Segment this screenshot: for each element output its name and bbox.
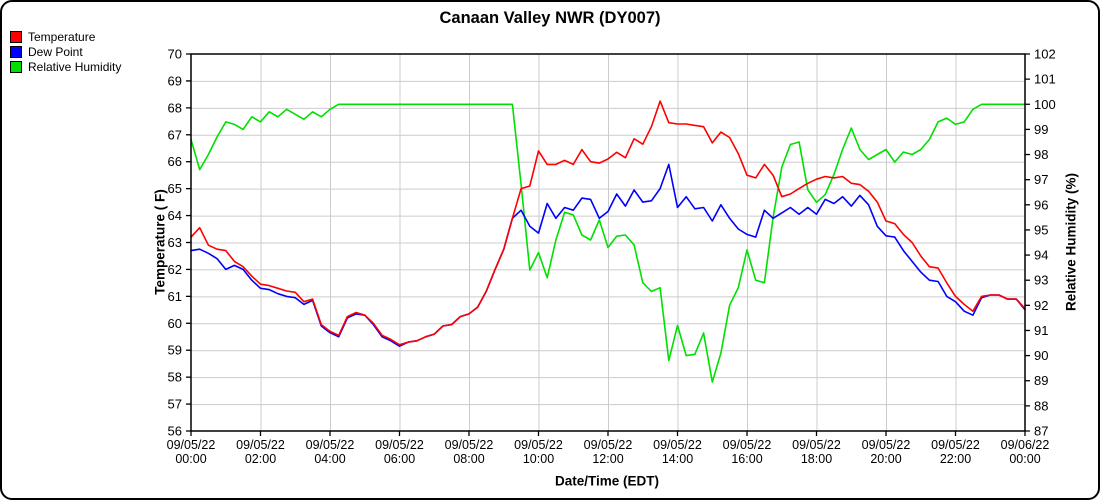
svg-text:95: 95 [1034, 222, 1048, 237]
svg-text:98: 98 [1034, 147, 1048, 162]
svg-text:63: 63 [168, 235, 182, 250]
svg-text:91: 91 [1034, 323, 1048, 338]
svg-text:89: 89 [1034, 373, 1048, 388]
svg-text:56: 56 [168, 424, 182, 439]
svg-text:00:00: 00:00 [1009, 452, 1040, 466]
svg-text:97: 97 [1034, 172, 1048, 187]
svg-text:04:00: 04:00 [314, 452, 345, 466]
svg-text:14:00: 14:00 [662, 452, 693, 466]
svg-text:61: 61 [168, 289, 182, 304]
svg-text:57: 57 [168, 397, 182, 412]
svg-text:100: 100 [1034, 97, 1056, 112]
svg-text:09/05/22: 09/05/22 [445, 438, 494, 452]
relative-humidity-swatch-icon [10, 60, 22, 73]
svg-text:94: 94 [1034, 248, 1048, 263]
svg-text:09/05/22: 09/05/22 [584, 438, 633, 452]
chart-title: Canaan Valley NWR (DY007) [439, 9, 661, 27]
svg-text:00:00: 00:00 [175, 452, 206, 466]
x-axis-title: Date/Time (EDT) [554, 473, 660, 489]
legend-item-temperature: Temperature [10, 29, 121, 44]
svg-text:87: 87 [1034, 424, 1048, 439]
svg-text:92: 92 [1034, 298, 1048, 313]
svg-text:64: 64 [168, 208, 182, 223]
svg-text:08:00: 08:00 [453, 452, 484, 466]
svg-text:90: 90 [1034, 348, 1048, 363]
svg-text:09/05/22: 09/05/22 [514, 438, 563, 452]
svg-text:09/05/22: 09/05/22 [167, 438, 216, 452]
svg-text:20:00: 20:00 [870, 452, 901, 466]
svg-text:06:00: 06:00 [384, 452, 415, 466]
legend-label-relative-humidity: Relative Humidity [28, 59, 122, 74]
svg-text:09/05/22: 09/05/22 [375, 438, 424, 452]
svg-text:102: 102 [1034, 47, 1056, 62]
series-dew-point-line [190, 163, 1026, 348]
svg-text:09/05/22: 09/05/22 [792, 438, 841, 452]
svg-text:70: 70 [168, 47, 182, 62]
legend: Temperature Dew Point Relative Humidity [10, 29, 121, 74]
svg-text:62: 62 [168, 262, 182, 277]
svg-text:88: 88 [1034, 398, 1048, 413]
svg-text:22:00: 22:00 [940, 452, 971, 466]
svg-text:09/05/22: 09/05/22 [931, 438, 980, 452]
legend-label-temperature: Temperature [28, 29, 96, 44]
svg-text:09/05/22: 09/05/22 [723, 438, 772, 452]
svg-text:66: 66 [168, 154, 182, 169]
svg-text:16:00: 16:00 [731, 452, 762, 466]
svg-text:58: 58 [168, 370, 182, 385]
x-axis-tick-labels: 09/05/2200:0009/05/2202:0009/05/2204:000… [167, 438, 1050, 466]
svg-text:12:00: 12:00 [592, 452, 623, 466]
temperature-swatch-icon [10, 30, 22, 43]
svg-text:09/05/22: 09/05/22 [862, 438, 911, 452]
svg-text:101: 101 [1034, 72, 1056, 87]
series-relative-humidity-line [190, 103, 1026, 383]
legend-item-dew-point: Dew Point [10, 44, 121, 59]
svg-text:10:00: 10:00 [523, 452, 554, 466]
svg-text:60: 60 [168, 316, 182, 331]
svg-text:09/05/22: 09/05/22 [653, 438, 702, 452]
svg-text:09/06/22: 09/06/22 [1001, 438, 1050, 452]
svg-text:09/05/22: 09/05/22 [306, 438, 355, 452]
svg-text:69: 69 [168, 73, 182, 88]
grid-lines [191, 54, 1025, 431]
left-axis-tick-labels: 56 57 58 59 60 61 62 63 64 65 66 67 68 69 70 [168, 47, 182, 439]
legend-label-dew-point: Dew Point [28, 44, 83, 59]
svg-text:59: 59 [168, 343, 182, 358]
svg-text:93: 93 [1034, 273, 1048, 288]
svg-text:18:00: 18:00 [801, 452, 832, 466]
svg-text:02:00: 02:00 [245, 452, 276, 466]
svg-text:09/05/22: 09/05/22 [236, 438, 285, 452]
svg-text:67: 67 [168, 127, 182, 142]
axis-ticks [186, 53, 1030, 436]
series-temperature-line [190, 100, 1026, 346]
right-axis-tick-labels: 87 88 89 90 91 92 93 94 95 96 97 98 99 100 101 102 [1034, 47, 1056, 439]
svg-text:99: 99 [1034, 122, 1048, 137]
svg-text:65: 65 [168, 181, 182, 196]
dew-point-swatch-icon [10, 45, 22, 58]
legend-item-relative-humidity: Relative Humidity [10, 59, 121, 74]
svg-text:68: 68 [168, 100, 182, 115]
svg-text:96: 96 [1034, 197, 1048, 212]
